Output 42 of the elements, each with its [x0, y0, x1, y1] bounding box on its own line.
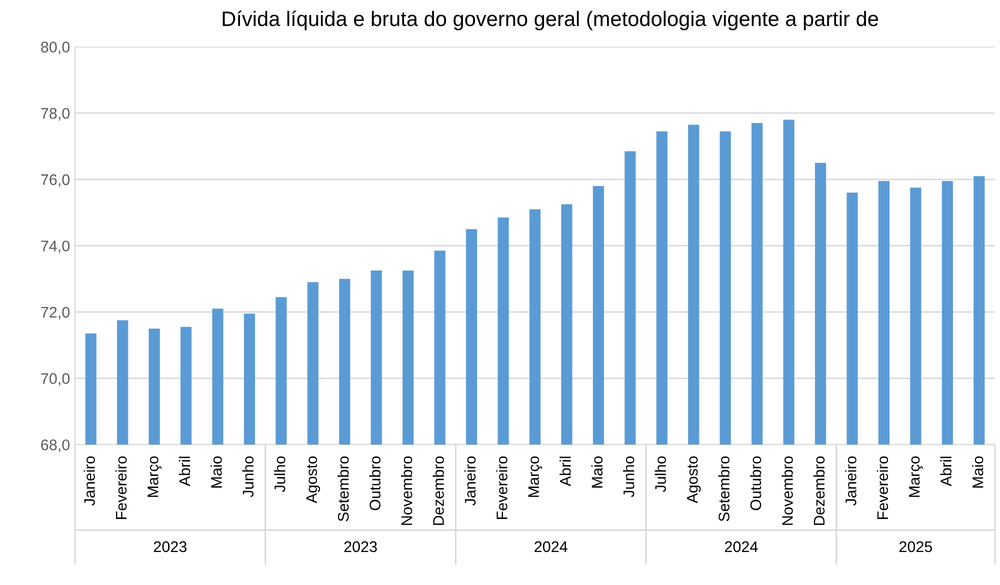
x-tick-label: Julho: [654, 456, 666, 492]
x-tick-label: Maio: [972, 456, 984, 488]
x-tick-label: Maio: [210, 456, 222, 488]
y-tick-label: 80,0: [41, 42, 70, 54]
x-tick-label: Março: [148, 456, 162, 497]
text: 2024: [534, 541, 568, 552]
y-tick-label: 70,0: [41, 373, 70, 386]
x-tick-label: Dezembro: [813, 456, 825, 525]
x-tick-label: Março: [528, 456, 542, 497]
x-tick-label: Novembro: [782, 456, 793, 525]
x-tick-label: Setembro: [338, 456, 349, 522]
y-tick-label: 78,0: [41, 108, 70, 121]
x-tick-label: Janeiro: [464, 456, 476, 506]
y-tick-label: 72,0: [41, 306, 70, 320]
x-tick-label: Abril: [178, 456, 190, 486]
x-tick-label: Agosto: [687, 456, 701, 504]
y-tick-label: 68,0: [41, 439, 70, 452]
x-tick-label: Janeiro: [845, 456, 856, 506]
x-tick-label: Novembro: [400, 456, 412, 525]
text: 2023: [154, 541, 186, 552]
x-tick-label: Maio: [591, 456, 603, 488]
x-tick-label: Julho: [274, 456, 286, 492]
text: 2025: [899, 541, 932, 552]
x-tick-label: Setembro: [718, 456, 730, 522]
text: 2024: [724, 541, 758, 552]
x-tick-label: Março: [909, 456, 923, 497]
x-tick-label: Abril: [940, 456, 952, 486]
x-tick-label: Fevereiro: [115, 456, 127, 519]
y-tick-label: 74,0: [41, 240, 70, 254]
x-tick-label: Junho: [623, 456, 634, 498]
x-tick-label: Fevereiro: [876, 456, 888, 519]
x-tick-label: Outubro: [369, 456, 380, 510]
x-tick-label: Abril: [560, 456, 571, 486]
y-tick-label: 76,0: [41, 174, 70, 187]
x-tick-label: Outubro: [750, 456, 762, 510]
text: 2023: [344, 541, 377, 552]
x-tick-label: Dezembro: [432, 456, 444, 525]
chart-title: Dívida líquida e bruta do governo geral (metodologia vigente a partir de: [222, 10, 878, 30]
x-tick-label: Janeiro: [84, 456, 95, 506]
x-tick-label: Junho: [242, 456, 254, 498]
x-tick-label: Agosto: [306, 456, 320, 504]
x-tick-label: Fevereiro: [496, 456, 508, 519]
